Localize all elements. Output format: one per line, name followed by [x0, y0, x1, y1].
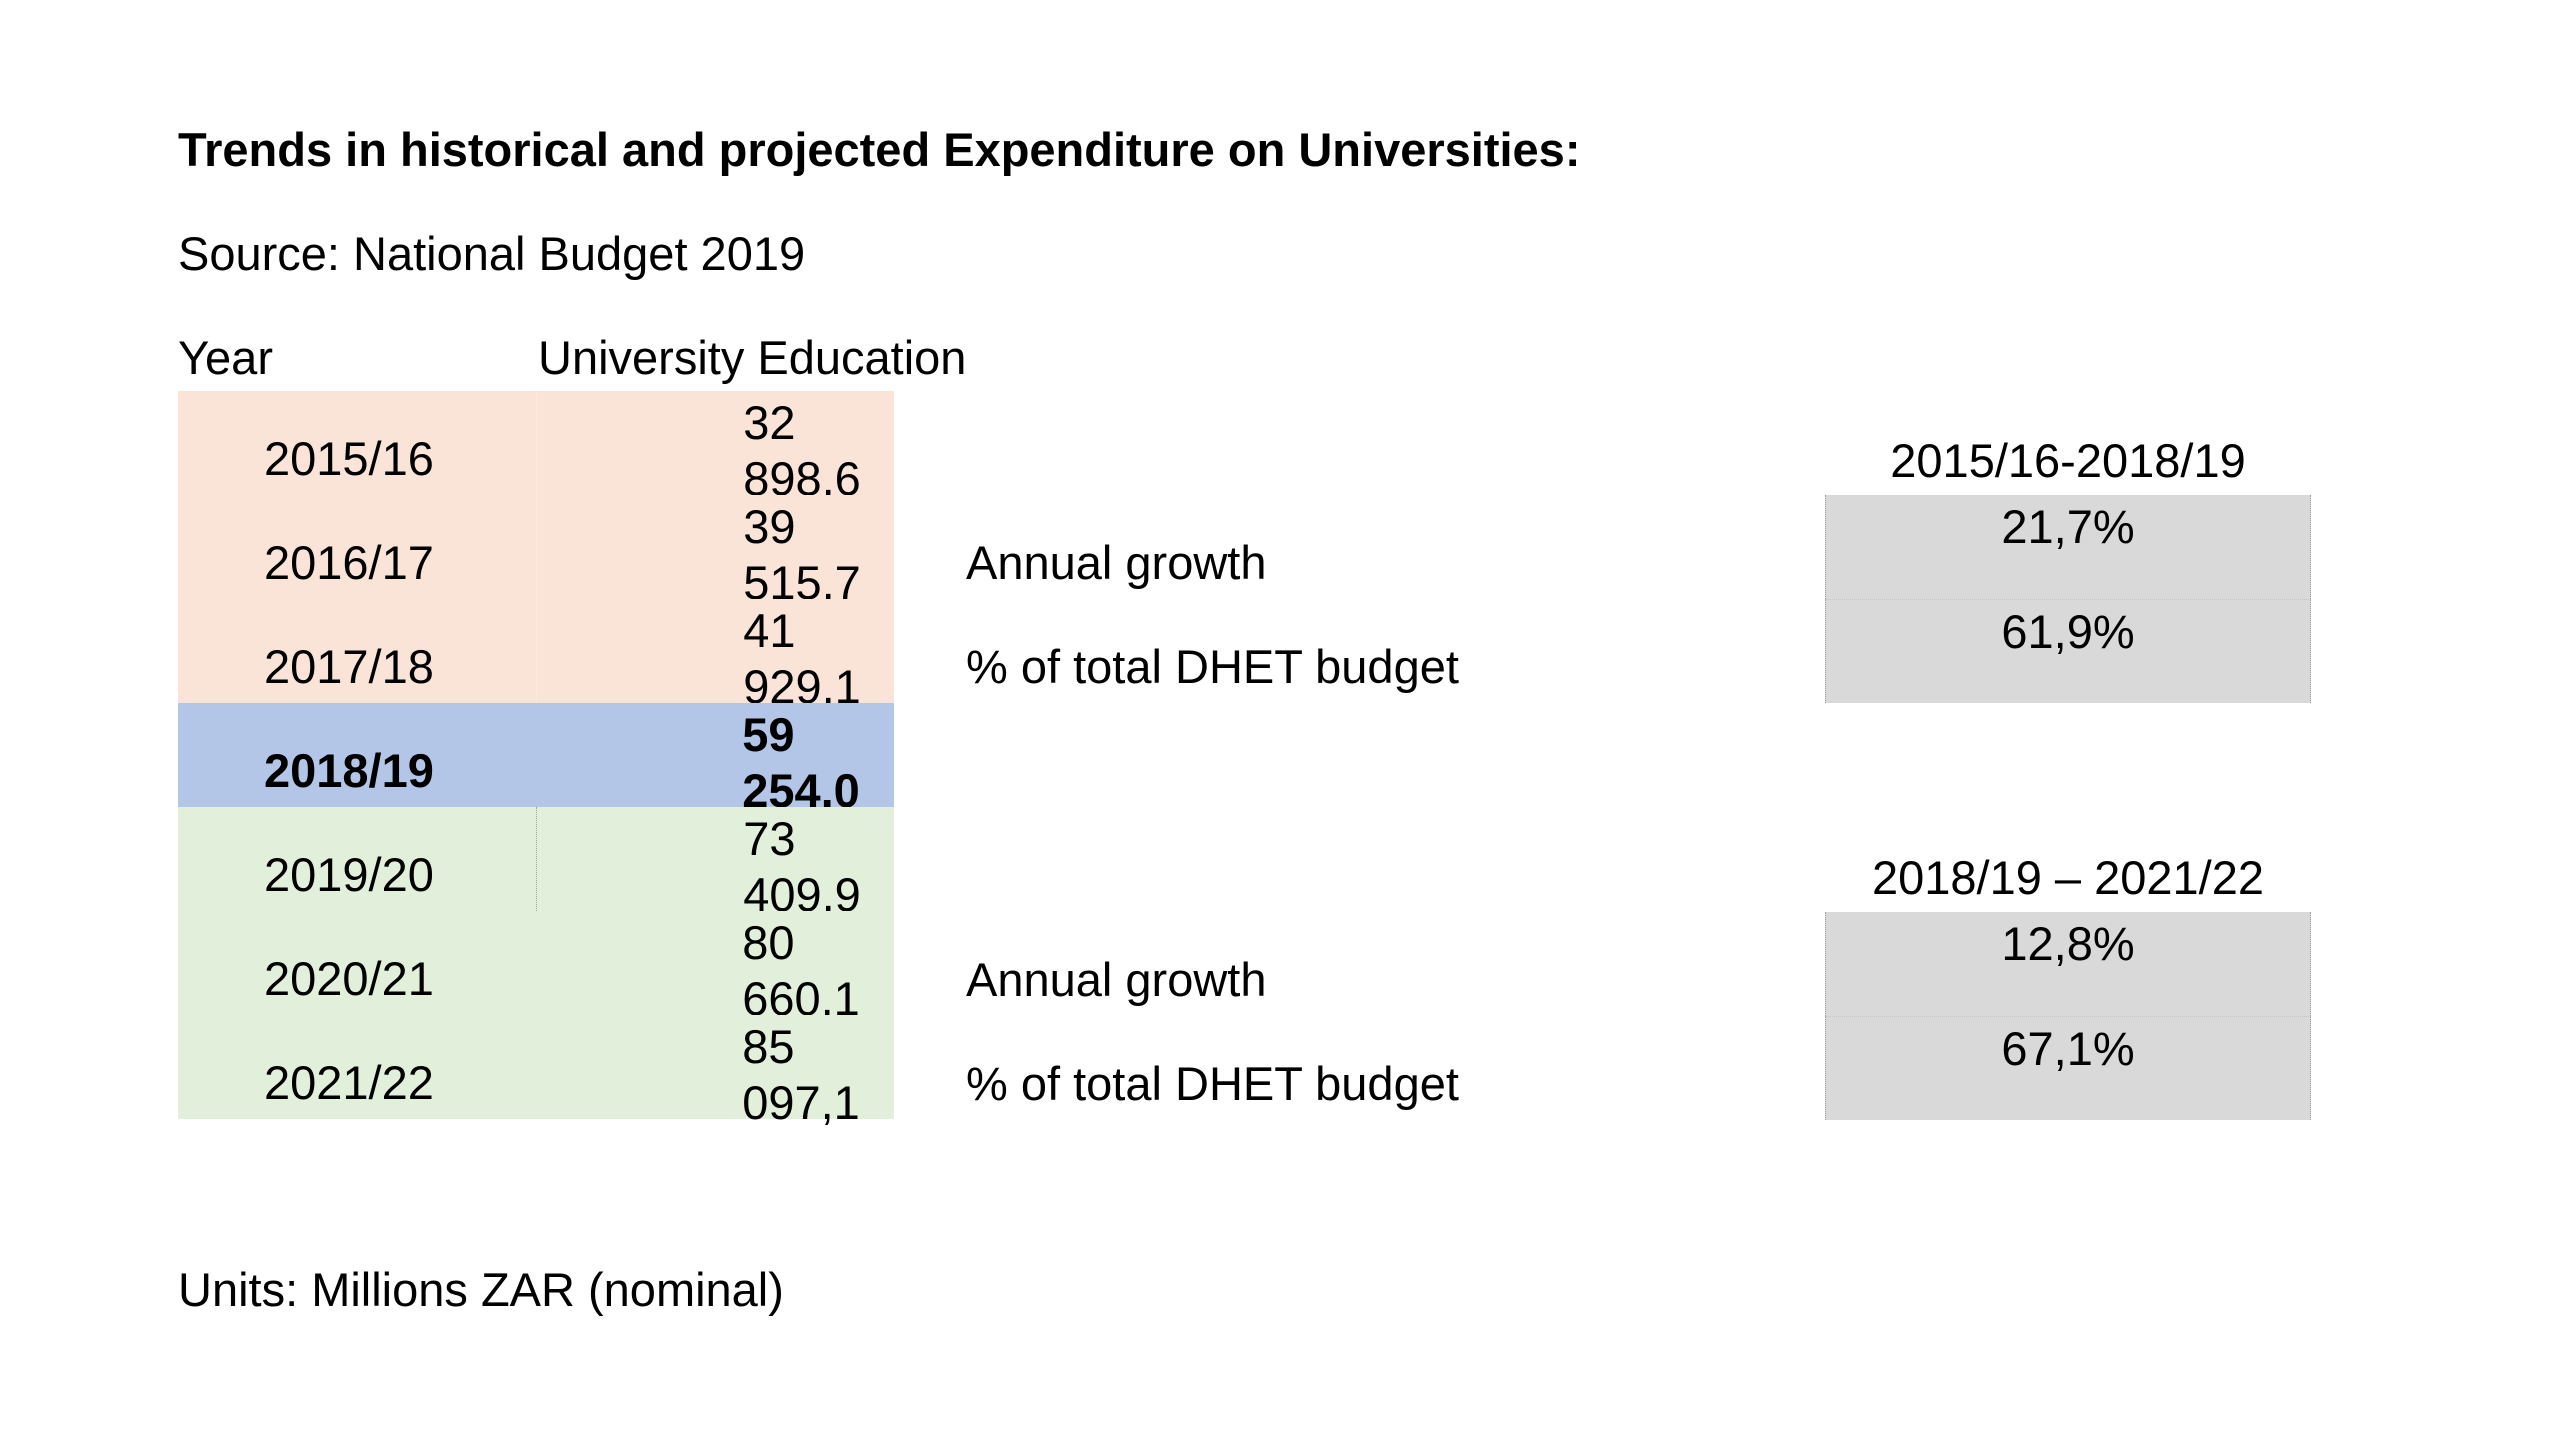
year-cell: 2018/19 [178, 703, 536, 807]
projected-growth-label: Annual growth [966, 953, 1267, 1006]
historical-share-cell: 61,9% [1825, 599, 2311, 703]
expenditure-value: 39 515,7 [743, 500, 861, 609]
year-label: 2020/21 [264, 952, 434, 1005]
table-row-base-year: 2018/19 59 254,0 [178, 703, 894, 817]
year-cell: 2020/21 [178, 911, 536, 1015]
historical-growth-cell: 21,7% [1825, 495, 2311, 599]
historical-growth-label: Annual growth [966, 536, 1267, 589]
expenditure-value: 80 660,1 [742, 916, 860, 1025]
table-row: 2020/21 80 660,1 [178, 911, 894, 1025]
column-header-university-education: University Education [538, 331, 967, 384]
projected-share-label: % of total DHET budget [966, 1057, 1459, 1110]
expenditure-value: 32 898,6 [743, 396, 861, 505]
year-label: 2015/16 [264, 432, 434, 485]
value-cell: 80 660,1 [536, 911, 894, 1025]
historical-period-header: 2015/16-2018/19 [1890, 434, 2246, 487]
value-cell: 85 097,1 [536, 1015, 894, 1129]
year-cell: 2015/16 [178, 391, 536, 495]
year-label: 2019/20 [264, 848, 434, 901]
historical-summary-box: 21,7% 61,9% [1825, 495, 2311, 703]
value-cell: 59 254,0 [536, 703, 894, 817]
projected-share-value: 67,1% [2001, 1022, 2135, 1075]
historical-share-label: % of total DHET budget [966, 640, 1459, 693]
expenditure-value: 73 409,9 [743, 812, 861, 921]
column-header-year: Year [178, 331, 273, 384]
projected-growth-cell: 12,8% [1825, 912, 2311, 1016]
historical-share-value: 61,9% [2001, 605, 2135, 658]
slide-title: Trends in historical and projected Expen… [178, 123, 1581, 176]
value-cell: 32 898,6 [536, 391, 894, 505]
value-cell: 73 409,9 [536, 807, 894, 921]
year-cell: 2016/17 [178, 495, 536, 599]
year-label: 2016/17 [264, 536, 434, 589]
expenditure-table: 2015/16 32 898,6 2016/17 39 515,7 2017/1… [178, 391, 894, 1129]
year-cell: 2019/20 [178, 807, 536, 911]
value-cell: 39 515,7 [536, 495, 894, 609]
projected-period-header: 2018/19 – 2021/22 [1871, 851, 2265, 904]
value-cell: 41 929,1 [536, 599, 894, 713]
projected-growth-value: 12,8% [2001, 917, 2135, 970]
table-row: 2015/16 32 898,6 [178, 391, 894, 505]
expenditure-value: 41 929,1 [743, 604, 861, 713]
year-cell: 2021/22 [178, 1015, 536, 1119]
table-row: 2017/18 41 929,1 [178, 599, 894, 713]
projected-share-cell: 67,1% [1825, 1016, 2311, 1120]
year-label: 2017/18 [264, 640, 434, 693]
projected-summary-box: 12,8% 67,1% [1825, 912, 2311, 1120]
table-row: 2019/20 73 409,9 [178, 807, 894, 921]
units-note: Units: Millions ZAR (nominal) [178, 1263, 784, 1316]
year-label: 2021/22 [264, 1056, 434, 1109]
year-cell: 2017/18 [178, 599, 536, 703]
table-row: 2021/22 85 097,1 [178, 1015, 894, 1129]
source-note: Source: National Budget 2019 [178, 227, 806, 280]
historical-growth-value: 21,7% [2001, 500, 2135, 553]
table-row: 2016/17 39 515,7 [178, 495, 894, 609]
expenditure-value: 85 097,1 [742, 1020, 860, 1129]
year-label: 2018/19 [264, 744, 434, 797]
expenditure-value: 59 254,0 [742, 708, 860, 817]
